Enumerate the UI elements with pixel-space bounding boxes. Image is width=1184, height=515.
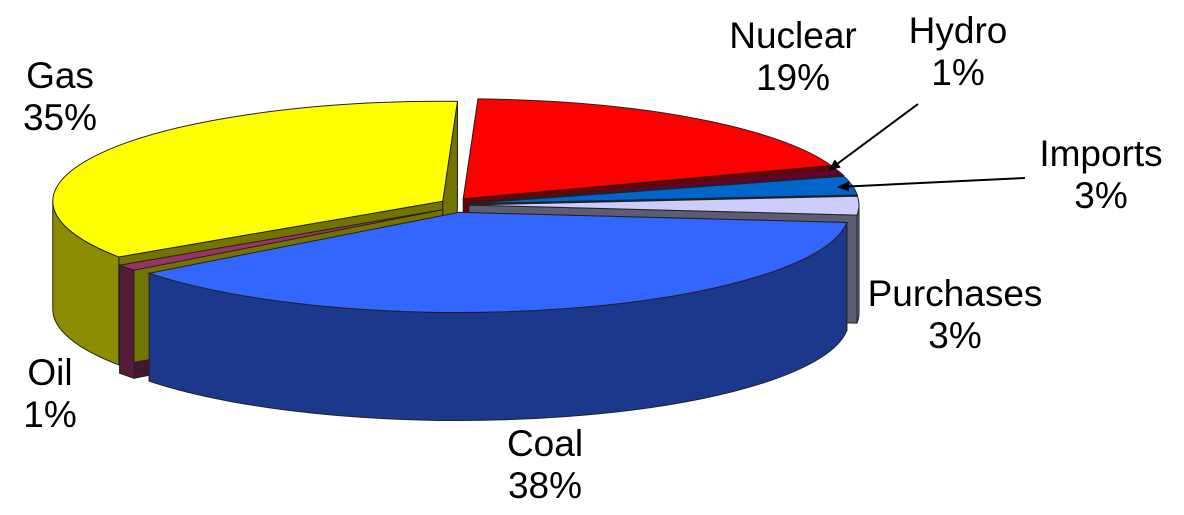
label-imports: Imports 3%	[1039, 133, 1162, 217]
slice-coal	[147, 211, 848, 313]
slice-purchases	[468, 195, 860, 216]
slice-oil	[117, 208, 444, 271]
slice-side-oil	[119, 264, 135, 379]
label-purchases-name: Purchases	[867, 273, 1043, 314]
label-oil-value: 1%	[23, 394, 77, 435]
label-gas: Gas 35%	[23, 55, 97, 139]
label-nuclear-name: Nuclear	[729, 15, 857, 56]
label-gas-value: 35%	[22, 97, 98, 138]
pie-tops	[52, 98, 860, 313]
slice-nuclear	[462, 98, 833, 200]
label-coal: Coal 38%	[507, 423, 583, 507]
label-hydro-value: 1%	[931, 52, 985, 93]
label-purchases: Purchases 3%	[868, 273, 1043, 357]
label-hydro-name: Hydro	[908, 10, 1008, 51]
label-oil-name: Oil	[27, 352, 73, 393]
leader-arrows	[828, 103, 1026, 192]
label-gas-name: Gas	[26, 55, 94, 96]
label-oil: Oil 1%	[23, 352, 76, 436]
label-coal-value: 38%	[507, 465, 583, 506]
slice-side-purchases	[856, 205, 860, 324]
label-purchases-value: 3%	[928, 315, 982, 356]
label-imports-value: 3%	[1074, 175, 1128, 216]
label-coal-name: Coal	[506, 423, 584, 464]
label-nuclear-value: 19%	[755, 57, 831, 98]
label-nuclear: Nuclear 19%	[729, 15, 857, 99]
slice-gas	[52, 100, 459, 258]
label-hydro: Hydro 1%	[909, 10, 1008, 94]
imports-arrow	[837, 177, 1026, 192]
label-imports-name: Imports	[1039, 133, 1163, 174]
hydro-arrow	[828, 103, 919, 171]
